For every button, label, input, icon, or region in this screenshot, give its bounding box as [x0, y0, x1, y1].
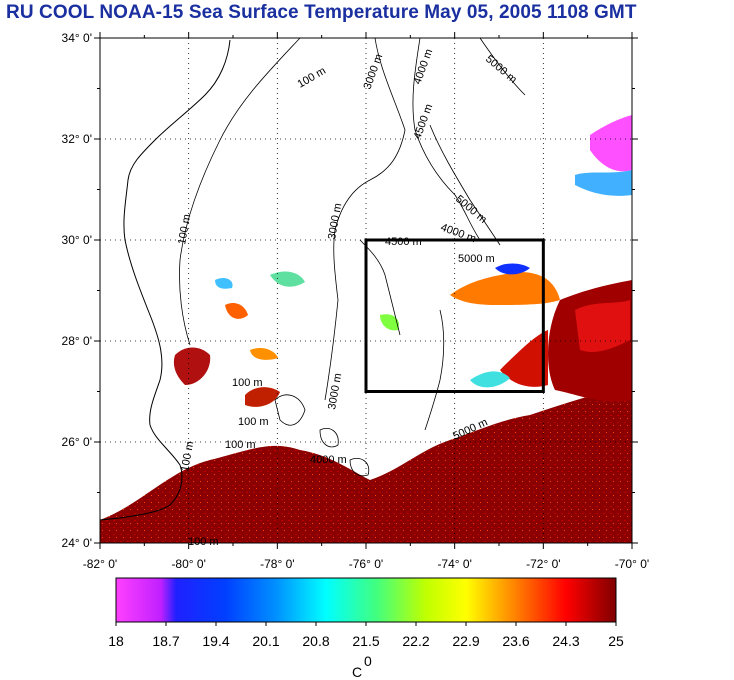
isobath-label: 100 m: [188, 536, 219, 548]
sst-west-6: [250, 347, 278, 360]
coastline: [99, 39, 231, 521]
sst-box-red: [500, 330, 548, 387]
map-title: RU COOL NOAA-15 Sea Surface Temperature …: [6, 2, 637, 23]
lat-label: 34° 0': [62, 31, 92, 45]
colorbar-tick-label: 20.1: [252, 633, 279, 649]
lon-label: -82° 0': [83, 557, 117, 571]
colorbar-tick-label: 22.9: [452, 633, 479, 649]
isobath-label: 100 m: [176, 213, 193, 245]
sst-west-7: [380, 314, 399, 331]
bahamas-outline: [274, 394, 370, 477]
colorbar-tick-label: 25: [608, 633, 624, 649]
colorbar-tick-label: 19.4: [202, 633, 229, 649]
sst-warm-south: [100, 385, 632, 543]
isobath-label: 100 m: [238, 416, 269, 428]
sst-cool-ne: [590, 115, 632, 172]
colorbar-tick-label: 22.2: [402, 633, 429, 649]
lon-label: -70° 0': [615, 557, 649, 571]
isobath-label: 3000 m: [326, 372, 344, 410]
sst-west-2: [245, 387, 280, 407]
lat-label: 30° 0': [62, 233, 92, 247]
sst-box-blue: [495, 263, 530, 275]
lat-label: 32° 0': [62, 132, 92, 146]
lon-label: -72° 0': [526, 557, 560, 571]
isobath-label: 4500 m: [412, 102, 436, 141]
colorbar-tick-label: 21.5: [352, 633, 379, 649]
isobath-label: 100 m: [296, 65, 328, 91]
sst-box-band: [450, 272, 560, 305]
lat-label: 24° 0': [62, 536, 92, 550]
isobaths: [179, 37, 526, 431]
isobath-label: 5000 m: [483, 53, 519, 86]
isobath-label: 5000 m: [458, 253, 495, 265]
colorbar: [115, 577, 617, 623]
axis-ticks: -82° 0' -80° 0' -78° 0' -76° 0' -74° 0' -72° …: [62, 31, 650, 571]
isobath-label: 100 m: [225, 439, 256, 451]
colorbar-unit: C: [352, 664, 362, 680]
sst-warm-east-2: [575, 300, 630, 352]
isobath-label: 3000 m: [326, 202, 344, 240]
colorbar-tick-label: 18.7: [152, 633, 179, 649]
colorbar-tick-label: 24.3: [552, 633, 579, 649]
lon-label: -78° 0': [260, 557, 294, 571]
colorbar-ticks: 18 18.7 19.4 20.1 20.8 21.5 22.2 22.9 23.6 24.3 25: [108, 622, 624, 649]
isobath-label: 100 m: [232, 377, 263, 389]
sst-west-5: [215, 277, 233, 289]
isobath-label: 4000 m: [310, 454, 347, 466]
sst-cool-ne-2: [575, 170, 632, 196]
isobath-label: 3000 m: [362, 52, 386, 91]
isobath-label: 100 m: [179, 440, 196, 472]
sst-west-4: [270, 271, 305, 287]
sst-west-3: [225, 303, 248, 319]
sst-box-cyan: [470, 371, 510, 388]
lon-label: -74° 0': [437, 557, 471, 571]
colorbar-tick-label: 23.6: [502, 633, 529, 649]
colorbar-unit-superscript: 0: [364, 653, 372, 669]
study-area-box: [364, 238, 545, 393]
isobath-label: 4000 m: [412, 47, 436, 86]
lat-label: 28° 0': [62, 334, 92, 348]
sst-data: [100, 115, 632, 543]
isobath-label: 4500 m: [385, 236, 422, 248]
colorbar-tick-label: 20.8: [302, 633, 329, 649]
isobath-label: 5000 m: [453, 193, 489, 226]
lat-label: 26° 0': [62, 435, 92, 449]
sst-west-1: [173, 347, 211, 385]
lon-label: -76° 0': [349, 557, 383, 571]
colorbar-tick-label: 18: [108, 633, 124, 649]
lon-label: -80° 0': [171, 557, 205, 571]
